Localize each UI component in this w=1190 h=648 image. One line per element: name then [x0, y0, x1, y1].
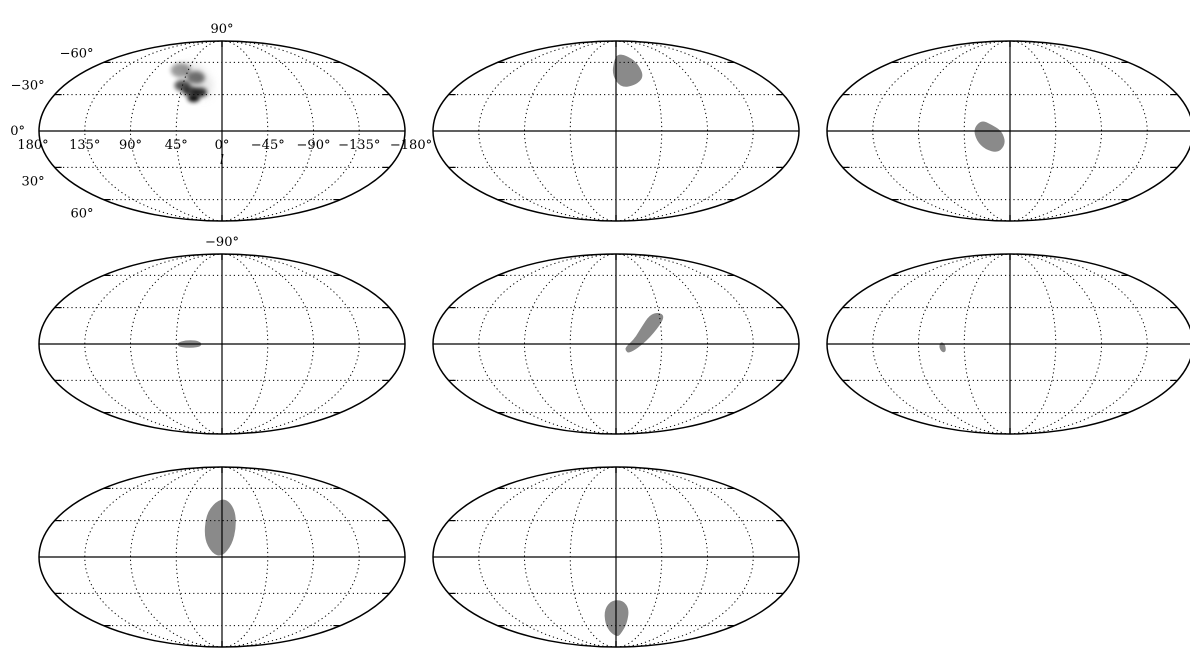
probability-region [204, 499, 236, 556]
map-boundary [38, 253, 406, 435]
density-peak [186, 71, 205, 85]
panel-4 [38, 253, 406, 435]
longitude-label: −45° [251, 138, 285, 153]
map-boundary [432, 466, 800, 648]
panel-6 [826, 253, 1190, 435]
longitude-label: 135° [69, 138, 100, 153]
data-layer [612, 54, 643, 87]
longitude-label: 180° [17, 138, 48, 153]
longitude-label: −135° [338, 138, 380, 153]
data-layer [974, 121, 1005, 152]
longitude-label: −90° [297, 138, 331, 153]
data-layer [204, 499, 236, 556]
latitude-label: −60° [60, 46, 94, 61]
panel-1 [38, 40, 406, 222]
latitude-label: 60° [71, 207, 94, 222]
probability-region [974, 121, 1005, 152]
map-boundary [826, 253, 1190, 435]
map-boundary [432, 253, 800, 435]
probability-region [939, 342, 946, 353]
longitude-label: 45° [165, 138, 188, 153]
map-boundary [38, 40, 406, 222]
xaxis-label-l: l [220, 153, 224, 168]
map-boundary [432, 40, 800, 222]
data-layer [625, 313, 664, 353]
latitude-label: −30° [11, 79, 45, 94]
panel-2 [432, 40, 800, 222]
map-boundary [826, 40, 1190, 222]
latitude-label: 0° [10, 124, 25, 139]
panel-7 [38, 466, 406, 648]
longitude-label: −180° [390, 138, 432, 153]
map-boundary [38, 466, 406, 648]
density-peak [170, 63, 191, 78]
latitude-label: 30° [22, 174, 45, 189]
probability-region [612, 54, 643, 87]
data-layer [939, 342, 946, 353]
data-layer [170, 63, 213, 103]
label-top-90: 90° [210, 22, 233, 37]
panel-8 [432, 466, 800, 648]
probability-region [625, 313, 664, 353]
panel-3 [826, 40, 1190, 222]
label-bottom-neg90: −90° [205, 235, 239, 250]
panel-5 [432, 253, 800, 435]
longitude-label: 0° [215, 138, 230, 153]
longitude-label: 90° [119, 138, 142, 153]
